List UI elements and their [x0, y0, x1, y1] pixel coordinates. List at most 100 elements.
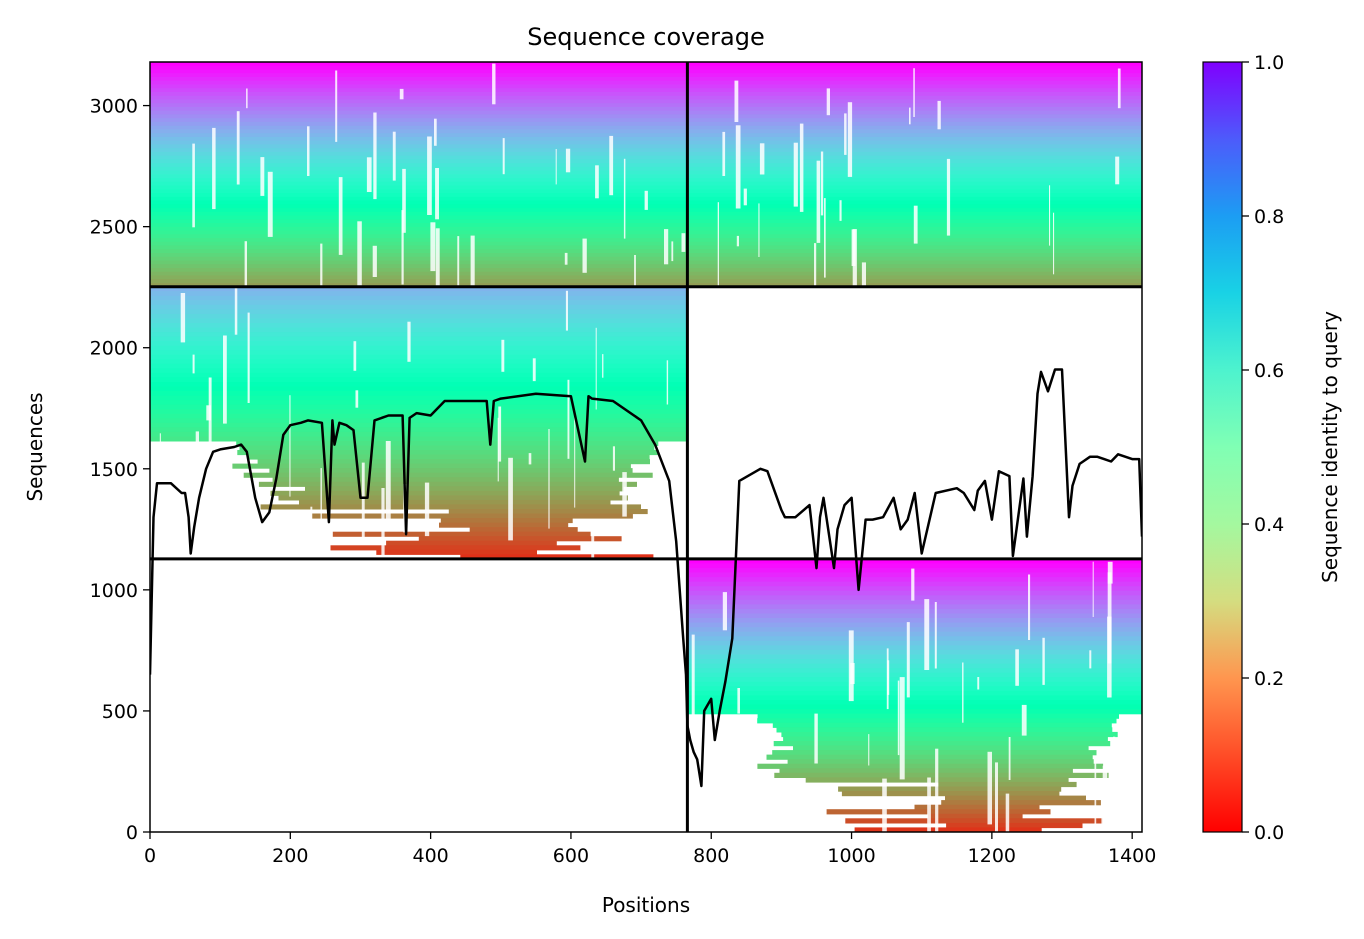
coverage-band — [150, 69, 1142, 74]
gap-streak — [1107, 616, 1112, 698]
coverage-band — [687, 668, 1142, 674]
gap-streak — [435, 228, 440, 314]
y-tick-label: 2000 — [90, 338, 138, 360]
gap-streak — [582, 238, 587, 273]
gap-streak — [737, 688, 740, 714]
coverage-line — [150, 368, 1142, 788]
gap-streak — [1115, 156, 1120, 185]
gap-streak — [913, 205, 918, 244]
colorbar-label: Sequence identity to query — [1318, 311, 1342, 583]
coverage-band — [687, 572, 1142, 578]
coverage-band — [687, 640, 1142, 646]
coverage-band — [150, 238, 1142, 243]
x-tick-label: 800 — [693, 845, 729, 867]
coverage-band — [687, 590, 1142, 596]
coverage-band — [150, 304, 688, 310]
y-tick-label: 1000 — [90, 580, 138, 602]
coverage-band — [150, 327, 688, 333]
coverage-band — [687, 686, 1142, 692]
y-tick-label: 1500 — [90, 459, 138, 481]
gap-streak — [1049, 185, 1051, 246]
gap-streak — [192, 143, 195, 228]
gap-streak — [195, 431, 199, 505]
coverage-band — [150, 341, 688, 347]
coverage-band — [150, 436, 688, 442]
y-axis-ticks: 0 500 1000 1500 2000 2500 3000 — [90, 96, 150, 844]
gap-streak — [223, 335, 227, 424]
coverage-band — [150, 382, 688, 388]
gap-streak — [548, 429, 550, 529]
gap-streak — [623, 158, 626, 239]
gap-streak — [913, 68, 915, 117]
coverage-band — [257, 459, 650, 465]
gap-streak — [159, 433, 161, 478]
coverage-band — [150, 129, 1142, 134]
gap-streak — [897, 680, 900, 756]
gap-streak — [868, 734, 870, 766]
coverage-band — [150, 185, 1142, 190]
gap-streak — [906, 622, 910, 698]
gap-streak — [1102, 765, 1108, 832]
coverage-band — [687, 563, 1142, 569]
gap-streak — [1005, 793, 1010, 832]
coverage-band — [150, 80, 1142, 85]
gap-streak — [1089, 650, 1092, 669]
gap-streak — [1092, 561, 1094, 617]
coverage-band — [150, 279, 1142, 284]
gap-streak — [759, 143, 765, 175]
coverage-band — [787, 759, 1094, 765]
coverage-band — [150, 260, 1142, 265]
coverage-band — [687, 604, 1142, 610]
gap-streak — [381, 488, 385, 586]
coverage-band — [687, 608, 1142, 615]
x-tick-label: 1200 — [968, 845, 1016, 867]
gap-streak — [1053, 212, 1055, 275]
coverage-band — [150, 354, 688, 360]
colorbar-tick-label: 0.4 — [1254, 514, 1284, 536]
coverage-band — [687, 586, 1142, 592]
gap-streak — [799, 123, 804, 212]
coverage-block-chain-A-unpaired — [150, 286, 688, 609]
gap-streak — [234, 288, 238, 335]
gap-streak — [946, 158, 951, 236]
gap-streak — [244, 241, 247, 329]
coverage-band — [150, 133, 1142, 138]
colorbar-tick-label: 0.0 — [1254, 822, 1284, 844]
gap-streak — [1008, 737, 1011, 780]
gap-streak — [457, 236, 460, 310]
coverage-band — [150, 256, 1142, 261]
coverage-band — [838, 786, 1062, 792]
gap-streak — [402, 168, 406, 233]
gap-streak — [399, 88, 404, 100]
gap-streak — [267, 171, 273, 237]
coverage-band — [687, 672, 1142, 678]
coverage-block-paired — [150, 62, 1142, 329]
gap-streak — [717, 202, 719, 286]
coverage-band — [150, 208, 1142, 213]
coverage-band — [687, 695, 1142, 701]
coverage-band — [150, 103, 1142, 108]
coverage-band — [270, 490, 620, 496]
gap-streak — [508, 457, 513, 541]
coverage-band — [150, 318, 688, 324]
gap-streak — [208, 377, 212, 442]
coverage-band — [150, 295, 688, 301]
gap-streak — [937, 100, 941, 130]
coverage-band — [150, 249, 1142, 254]
coverage-band — [150, 395, 688, 401]
coverage-band — [841, 791, 1060, 797]
colorbar-ticks: 0.0 0.2 0.4 0.6 0.8 1.0 — [1242, 52, 1284, 844]
gap-streak — [361, 462, 365, 544]
gap-streak — [814, 713, 818, 764]
colorbar-tick-label: 1.0 — [1254, 52, 1284, 74]
coverage-band — [299, 499, 611, 505]
gap-streak — [899, 677, 905, 780]
x-tick-label: 200 — [272, 845, 308, 867]
gap-streak — [372, 245, 377, 277]
gap-streak — [666, 360, 669, 405]
gap-streak — [987, 751, 992, 825]
coverage-band — [237, 450, 659, 456]
coverage-band — [332, 531, 591, 537]
gap-streak — [738, 755, 741, 832]
gap-streak — [247, 312, 250, 403]
